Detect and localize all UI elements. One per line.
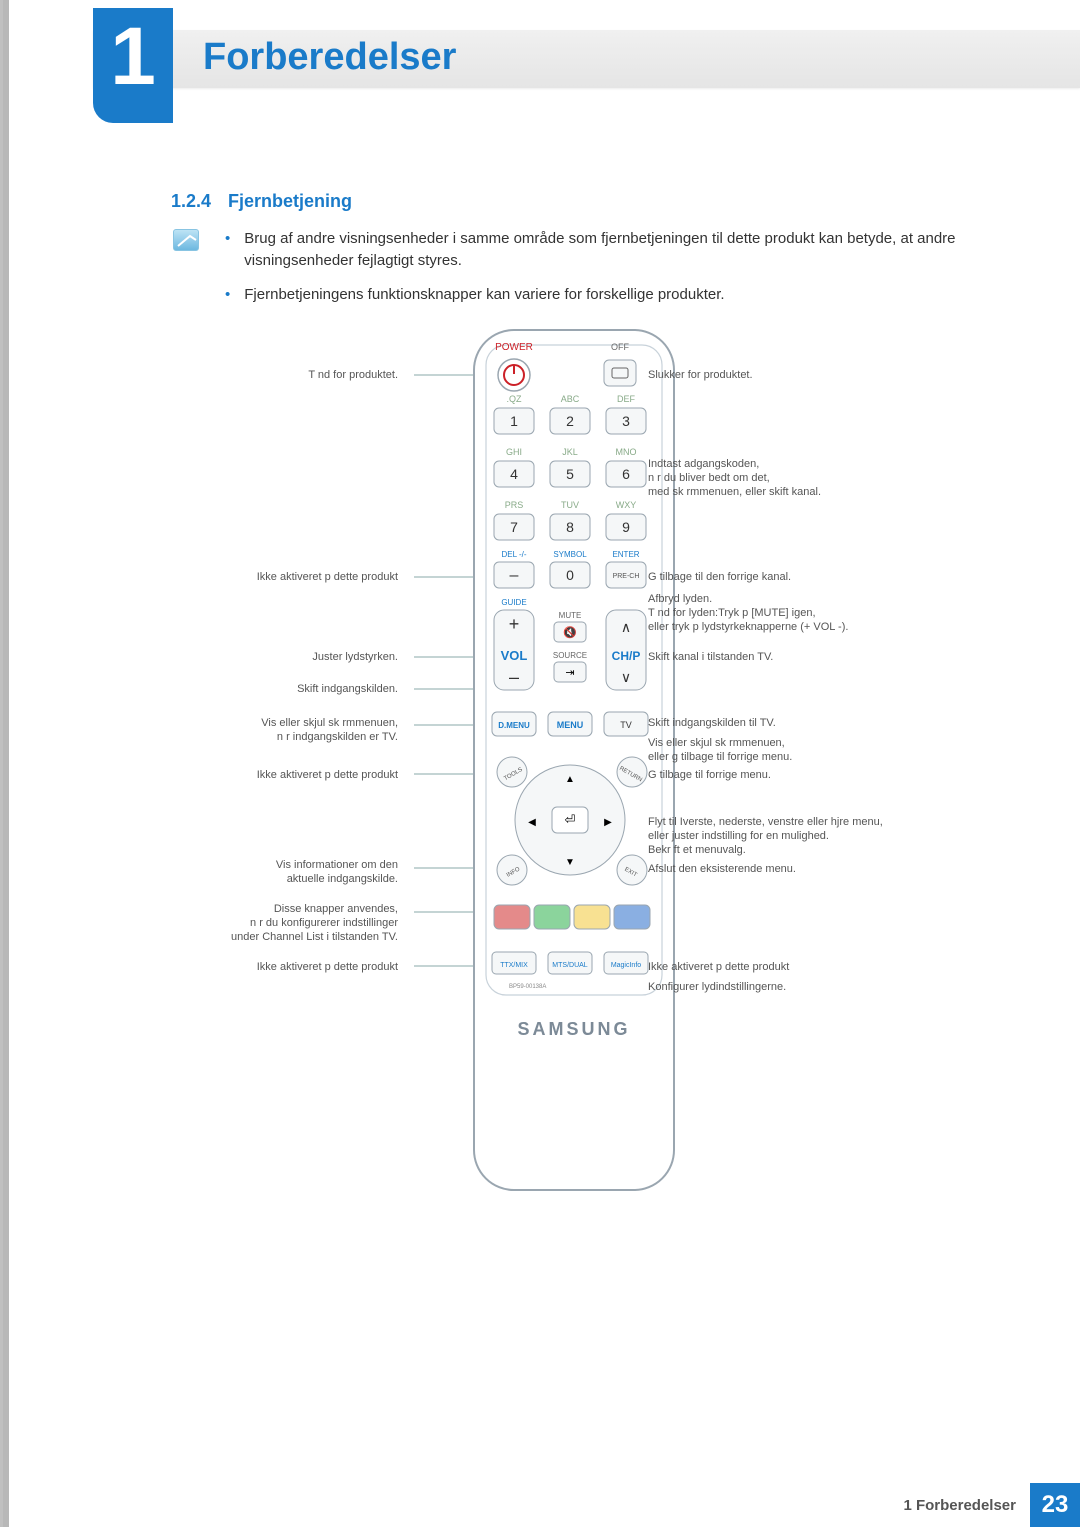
svg-text:⇥: ⇥ [565,667,574,679]
bullet-item: • Fjernbetjeningens funktionsknapper kan … [225,284,985,306]
callout-left: Juster lydstyrken. [198,650,398,664]
svg-text:🔇: 🔇 [563,626,577,639]
info-note-icon [173,229,199,251]
chapter-title: Forberedelser [203,36,456,79]
bullet-text: Fjernbetjeningens funktionsknapper kan v… [244,284,724,306]
footer-chapter-text: 1 Forberedelser [903,1497,1016,1514]
svg-text:⏎: ⏎ [565,812,576,827]
svg-text:6: 6 [622,466,630,482]
num-sublabel: ABC [561,394,580,404]
magicinfo-button: MagicInfo [611,962,641,969]
callout-left: Skift indgangskilden. [198,682,398,696]
page-footer: 1 Forberedelser 23 [903,1483,1080,1527]
svg-text:∨: ∨ [621,669,631,685]
svg-text:◀: ◀ [528,817,536,828]
svg-text:▲: ▲ [565,774,575,785]
num-sublabel: DEF [617,394,636,404]
bullet-dot-icon: • [225,284,230,306]
off-label: OFF [611,342,629,352]
svg-text:▶: ▶ [604,817,612,828]
callout-right: Afbryd lyden. T nd for lyden:Tryk p [MUT… [648,592,968,634]
callout-right: Ikke aktiveret p dette produkt [648,960,948,974]
guide-label: GUIDE [501,598,526,607]
note-bullets: • Brug af andre visningsenheder i samme o… [225,228,985,317]
callout-left: Ikke aktiveret p dette produkt [198,570,398,584]
mute-label: MUTE [559,611,582,620]
svg-text:–: – [509,667,519,687]
callout-right: G tilbage til den forrige kanal. [648,570,948,584]
mtsdual-button: MTS/DUAL [552,962,588,969]
page-left-accent [3,0,9,1527]
callout-right: Vis eller skjul sk rmmenuen, eller g til… [648,736,948,764]
chp-label: CH/P [612,649,641,663]
vol-label: VOL [501,648,528,663]
callout-right: Flyt til Iverste, nederste, venstre elle… [648,815,978,857]
svg-text:2: 2 [566,413,574,429]
callout-left: Ikke aktiveret p dette produkt [198,768,398,782]
num-sublabel: PRS [505,500,524,510]
section-number: 1.2.4 [171,191,211,212]
enter-label: ENTER [612,550,639,559]
num-sublabel: .QZ [507,394,523,404]
source-label: SOURCE [553,651,587,660]
svg-text:∧: ∧ [621,619,631,635]
remote-model: BP59-00138A [509,984,546,990]
power-label: POWER [495,342,533,353]
dmenu-button: D.MENU [498,721,530,730]
num-sublabel: WXY [616,500,637,510]
svg-text:+: + [509,614,520,634]
chapter-number-badge: 1 [93,8,173,123]
callout-left: Vis informationer om den aktuelle indgan… [198,858,398,886]
callout-right: Afslut den eksisterende menu. [648,862,948,876]
del-label: DEL -/- [501,550,526,559]
manual-page: 1 Forberedelser 1.2.4 Fjernbetjening • Br… [0,0,1080,1527]
bullet-dot-icon: • [225,228,230,272]
svg-text:4: 4 [510,466,518,482]
callout-right: Indtast adgangskoden, n r du bliver bedt… [648,457,948,499]
menu-button: MENU [557,720,584,730]
callout-left: T nd for produktet. [198,368,398,382]
svg-text:8: 8 [566,519,574,535]
svg-text:5: 5 [566,466,574,482]
brand-label: SAMSUNG [517,1019,630,1039]
bullet-item: • Brug af andre visningsenheder i samme o… [225,228,985,272]
num-sublabel: MNO [616,447,637,457]
svg-text:7: 7 [510,519,518,535]
remote-diagram-area: T nd for produktet. Ikke aktiveret p det… [163,320,985,1427]
svg-text:0: 0 [566,567,574,583]
ttxmix-button: TTX/MIX [500,962,528,969]
svg-text:1: 1 [510,413,518,429]
num-sublabel: TUV [561,500,579,510]
footer-page-number: 23 [1030,1483,1080,1527]
callout-left: Disse knapper anvendes, n r du konfigure… [198,902,398,944]
tv-button: TV [620,720,632,730]
prech-label: PRE-CH [613,573,640,580]
callout-right: Skift kanal i tilstanden TV. [648,650,948,664]
bullet-text: Brug af andre visningsenheder i samme om… [244,228,985,272]
callout-right: G tilbage til forrige menu. [648,768,948,782]
callout-right: Konfigurer lydindstillingerne. [648,980,948,994]
num-sublabel: JKL [562,447,578,457]
num-sublabel: GHI [506,447,522,457]
callout-right: Slukker for produktet. [648,368,948,382]
symbol-label: SYMBOL [553,550,587,559]
svg-text:▼: ▼ [565,857,575,868]
callout-left: Vis eller skjul sk rmmenuen, n r indgang… [198,716,398,744]
svg-text:9: 9 [622,519,630,535]
callout-right: Skift indgangskilden til TV. [648,716,948,730]
section-title: Fjernbetjening [228,191,352,212]
callout-left: Ikke aktiveret p dette produkt [198,960,398,974]
svg-text:–: – [510,567,519,584]
svg-text:3: 3 [622,413,630,429]
